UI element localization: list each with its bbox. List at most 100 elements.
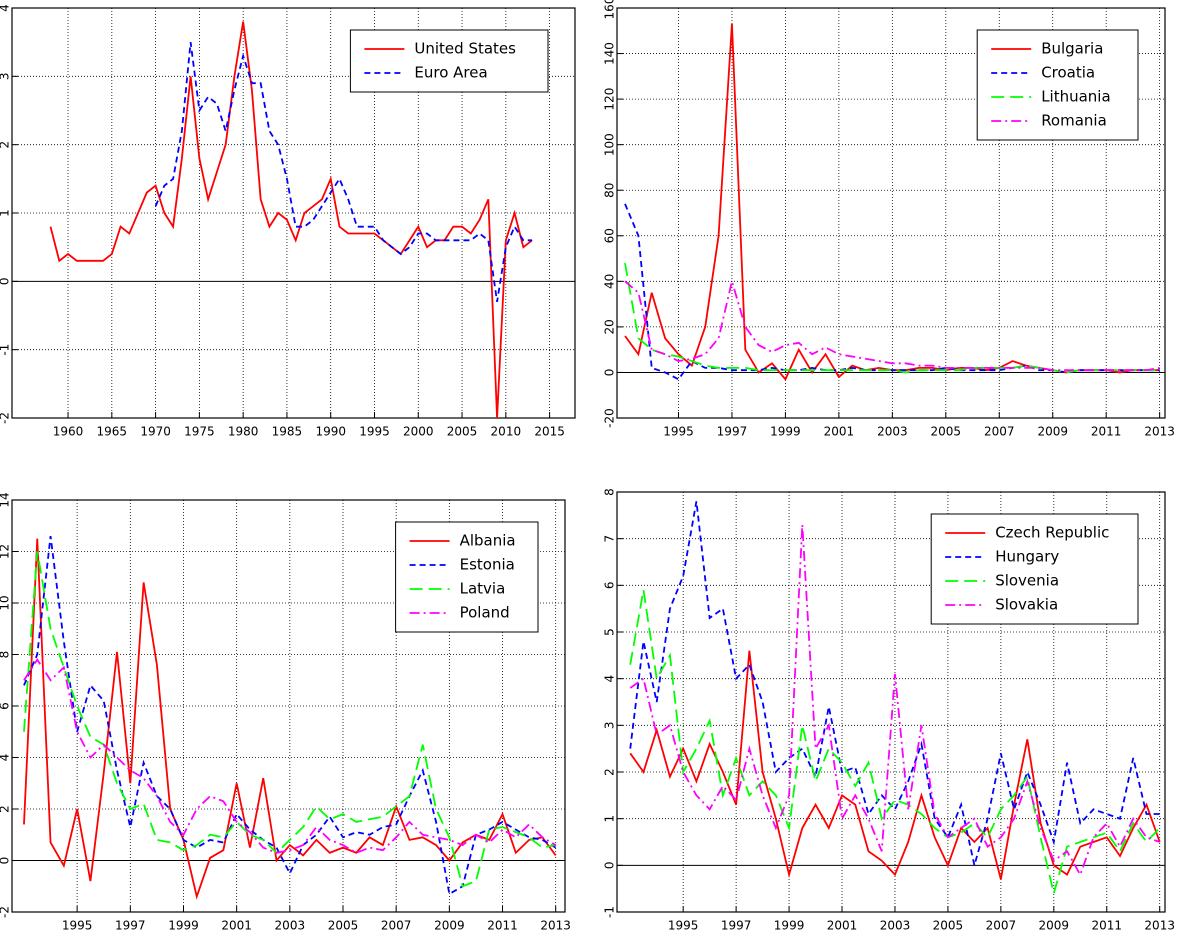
data-line <box>23 551 556 888</box>
x-tick-label: 2003 <box>877 425 908 439</box>
x-tick-label: 1995 <box>62 919 93 933</box>
legend-label: Hungary <box>995 548 1059 566</box>
x-tick-label: 1995 <box>359 425 390 439</box>
plot-frame <box>11 499 566 913</box>
y-tick-label: 5 <box>603 628 617 636</box>
x-tick-label: 1995 <box>668 919 699 933</box>
x-tick-label: 1995 <box>663 425 694 439</box>
data-area <box>49 21 533 418</box>
x-tick-label: 2013 <box>540 919 571 933</box>
legend-box <box>976 29 1139 141</box>
x-tick-label: 1960 <box>53 425 84 439</box>
y-tick-label: 14 <box>0 492 12 507</box>
y-tick-label: 0 <box>0 857 12 865</box>
x-tick-label: 2011 <box>1091 919 1122 933</box>
x-tick-label: 2001 <box>827 919 858 933</box>
legend: United States Euro Area <box>349 29 549 93</box>
data-line <box>23 535 557 896</box>
panel: -1 0 1 2 3 4 5 6 7 8 1995 1997 1999 2001 2003 2005 2007 2… <box>603 488 1175 932</box>
legend-label: Croatia <box>1041 64 1095 82</box>
data-area <box>629 501 1161 897</box>
y-tick-label: -1 <box>0 344 12 356</box>
y-tick-label: -2 <box>0 906 12 918</box>
panel: -2 -1 0 1 2 3 4 1960 1965 1970 1975 1980 1985 1990 199… <box>0 4 576 439</box>
data-line <box>629 589 1161 897</box>
x-tick-label: 1997 <box>115 919 146 933</box>
y-tick-label: 0 <box>0 278 12 286</box>
legend-label: Bulgaria <box>1041 40 1103 58</box>
y-tick-label: 80 <box>603 183 617 198</box>
legend-label: Slovakia <box>995 596 1058 614</box>
plot-frame <box>616 7 1166 419</box>
x-tick-label: 2005 <box>931 425 962 439</box>
y-tick-label: 4 <box>0 754 12 762</box>
x-tick-label: 2009 <box>1037 425 1068 439</box>
legend-label: Albania <box>460 532 516 550</box>
x-tick-label: 1980 <box>228 425 259 439</box>
y-tick-label: 40 <box>603 274 617 289</box>
x-tick-label: 1985 <box>272 425 303 439</box>
y-tick-label: 0 <box>603 862 617 870</box>
x-tick-label: 2003 <box>880 919 911 933</box>
x-tick-label: 2005 <box>933 919 964 933</box>
y-tick-label: 0 <box>603 369 617 377</box>
x-tick-label: 1999 <box>770 425 801 439</box>
y-tick-label: 8 <box>0 651 12 659</box>
legend-label: Estonia <box>460 556 515 574</box>
x-tick-label: 2007 <box>984 425 1015 439</box>
y-tick-label: 6 <box>0 702 12 710</box>
legend-label: Romania <box>1041 112 1107 130</box>
data-line <box>154 42 533 302</box>
y-tick-label: 4 <box>0 4 12 12</box>
y-tick-label: 3 <box>0 73 12 81</box>
x-tick-label: 1990 <box>315 425 346 439</box>
y-tick-label: 6 <box>603 582 617 590</box>
x-tick-label: 2009 <box>1039 919 1070 933</box>
data-line <box>49 21 533 418</box>
y-tick-label: 12 <box>0 544 12 559</box>
x-tick-label: 1965 <box>97 425 128 439</box>
x-tick-label: 2001 <box>824 425 855 439</box>
y-tick-label: 60 <box>603 228 617 243</box>
y-tick-label: 1 <box>603 815 617 823</box>
x-tick-label: 1997 <box>721 919 752 933</box>
data-line <box>629 501 1160 866</box>
x-tick-label: 2000 <box>403 425 434 439</box>
x-tick-label: 2011 <box>1091 425 1122 439</box>
y-tick-label: 160 <box>603 0 617 19</box>
y-tick-label: 4 <box>603 675 617 683</box>
y-tick-label: 1 <box>0 209 12 217</box>
y-tick-label: 2 <box>0 141 12 149</box>
legend-label: United States <box>414 40 516 58</box>
data-line <box>23 657 557 854</box>
data-line <box>23 538 557 900</box>
y-tick-label: 7 <box>603 535 617 543</box>
x-tick-label: 2007 <box>986 919 1017 933</box>
data-line <box>624 262 1160 374</box>
legend-label: Latvia <box>460 580 506 598</box>
legend-label: Slovenia <box>995 572 1059 590</box>
x-tick-label: 2007 <box>381 919 412 933</box>
y-tick-label: 100 <box>603 133 617 156</box>
x-tick-label: 2010 <box>491 425 522 439</box>
x-tick-label: 2013 <box>1144 425 1175 439</box>
x-tick-label: 2005 <box>328 919 359 933</box>
x-tick-label: 1975 <box>184 425 215 439</box>
y-tick-label: 2 <box>0 805 12 813</box>
x-tick-label: 2011 <box>487 919 518 933</box>
x-tick-label: 1997 <box>717 425 748 439</box>
y-tick-label: 120 <box>603 88 617 111</box>
y-tick-label: 140 <box>603 42 617 65</box>
y-tick-label: 20 <box>603 319 617 334</box>
data-line <box>629 650 1161 880</box>
x-tick-label: 2005 <box>447 425 478 439</box>
x-tick-label: 2013 <box>1144 919 1175 933</box>
legend: Albania Estonia Latvia Poland <box>395 521 539 633</box>
legend-label: Euro Area <box>414 64 487 82</box>
plot-frame <box>11 7 576 419</box>
x-tick-label: 1999 <box>774 919 805 933</box>
data-line <box>624 277 1160 372</box>
x-tick-label: 1970 <box>140 425 171 439</box>
legend: Bulgaria Croatia Lithuania Romania <box>976 29 1139 141</box>
